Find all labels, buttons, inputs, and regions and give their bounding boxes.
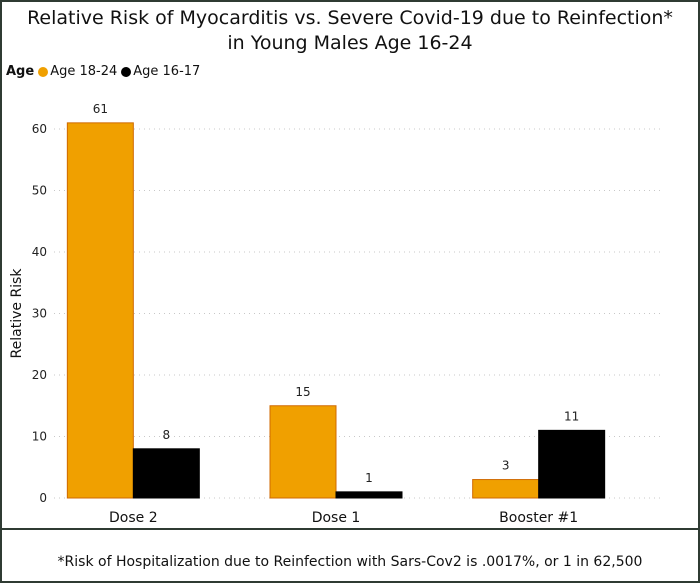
y-tick-label-30: 30 xyxy=(32,307,47,321)
legend: Age Age 18-24 Age 16-17 xyxy=(6,64,204,79)
data-label-booster-1-age-16-17: 11 xyxy=(564,409,579,423)
bar-booster-1-age-16-17 xyxy=(538,429,606,499)
bar-booster-1-age-18-24 xyxy=(472,479,540,499)
legend-swatch-age-18-24 xyxy=(38,66,49,77)
data-label-dose-2-age-16-17: 8 xyxy=(163,428,171,442)
bar-dose-2-age-18-24 xyxy=(66,122,134,499)
legend-item-age-16-17[interactable]: Age 16-17 xyxy=(121,64,200,79)
chart-title-line-2: in Young Males Age 16-24 xyxy=(227,32,473,54)
y-tick-label-0: 0 xyxy=(39,491,47,505)
legend-swatch-age-16-17 xyxy=(121,66,132,77)
chart-title-line-1: Relative Risk of Myocarditis vs. Severe … xyxy=(27,7,673,29)
y-tick-label-10: 10 xyxy=(32,430,47,444)
y-tick-label-40: 40 xyxy=(32,245,47,259)
legend-title: Age xyxy=(6,64,35,79)
x-tick-label-booster-1: Booster #1 xyxy=(499,510,578,526)
y-axis-label: Relative Risk xyxy=(9,268,25,359)
x-tick-label-dose-2: Dose 2 xyxy=(109,510,158,526)
legend-label-age-16-17: Age 16-17 xyxy=(133,64,201,79)
bar-dose-1-age-16-17 xyxy=(335,491,403,499)
bar-dose-2-age-16-17 xyxy=(132,448,200,499)
data-label-dose-1-age-18-24: 15 xyxy=(295,385,310,399)
data-label-dose-2-age-18-24: 61 xyxy=(93,102,108,116)
y-tick-label-50: 50 xyxy=(32,184,47,198)
legend-item-age-18-24[interactable]: Age 18-24 xyxy=(38,64,117,79)
footnote: *Risk of Hospitalization due to Reinfect… xyxy=(57,554,643,570)
legend-label-age-18-24: Age 18-24 xyxy=(50,64,118,79)
data-label-dose-1-age-16-17: 1 xyxy=(365,471,373,485)
footer-divider xyxy=(2,528,698,530)
bar-chart: 0 10 20 30 40 50 60 Relative Risk 61 8 Dose 2 15 1 Do… xyxy=(9,102,662,526)
data-label-booster-1-age-18-24: 3 xyxy=(502,459,510,473)
x-tick-label-dose-1: Dose 1 xyxy=(312,510,361,526)
y-tick-label-20: 20 xyxy=(32,368,47,382)
bar-dose-1-age-18-24 xyxy=(269,405,337,499)
chart-title: Relative Risk of Myocarditis vs. Severe … xyxy=(2,6,698,56)
y-tick-label-60: 60 xyxy=(32,122,47,136)
